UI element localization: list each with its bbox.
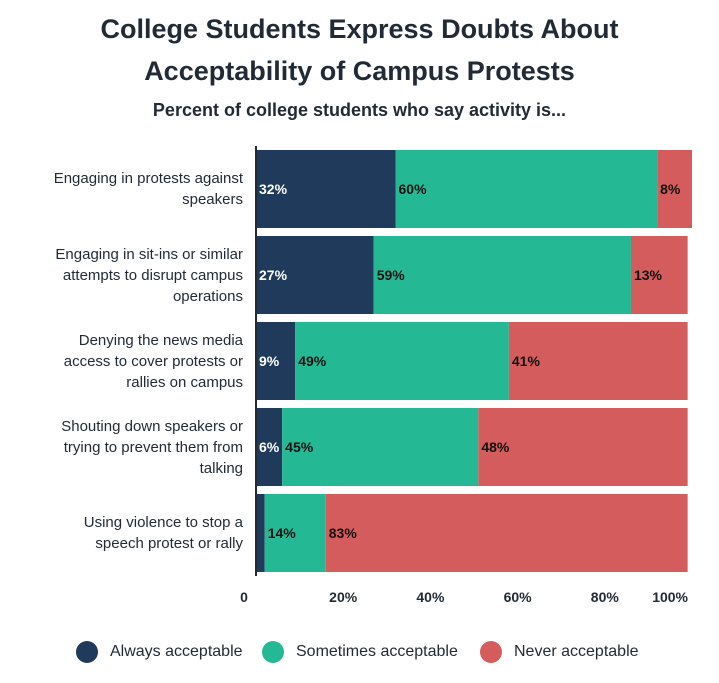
bar-always-1 (256, 236, 374, 314)
data-label-always-1: 27% (259, 267, 288, 283)
category-label-4: Using violence to stop a speech protest o… (3, 512, 243, 554)
category-label-line: speakers (182, 191, 243, 208)
category-label-line: trying to prevent them from (63, 438, 243, 456)
data-label-always-2: 9% (259, 353, 280, 369)
category-label-line: rallies on campus (126, 373, 243, 391)
chart-title: College Students Express Doubts About Ac… (0, 8, 719, 92)
x-tick-label-0: 0 (240, 589, 248, 605)
bar-never-3 (478, 408, 688, 486)
bar-always-2 (256, 322, 296, 400)
data-label-sometimes-4: 14% (268, 525, 297, 541)
legend-label-always: Always acceptable (110, 643, 243, 660)
bar-never-0 (657, 150, 692, 228)
category-label-2: Denying the news media access to cover pr… (3, 330, 243, 393)
bar-never-1 (630, 236, 688, 314)
bar-sometimes-3 (282, 408, 479, 486)
legend: Always acceptable Sometimes acceptable N… (0, 638, 719, 666)
data-label-sometimes-1: 59% (377, 267, 406, 283)
data-label-sometimes-2: 49% (298, 353, 327, 369)
legend-item-never: Never acceptable (480, 638, 639, 666)
chart-title-line-1: College Students Express Doubts About (100, 14, 619, 44)
category-label-line: access to cover protests or (63, 352, 243, 370)
legend-swatch-sometimes (262, 641, 284, 663)
bar-always-3 (256, 408, 283, 486)
bar-never-4 (325, 494, 688, 572)
bar-always-4 (256, 494, 265, 572)
data-label-never-2: 41% (512, 353, 541, 369)
bar-never-2 (508, 322, 688, 400)
bar-sometimes-4 (264, 494, 326, 572)
category-label-line: Shouting down speakers or (61, 417, 243, 435)
data-label-never-1: 13% (634, 267, 663, 283)
data-label-never-0: 8% (660, 181, 681, 197)
x-tick-label-1: 20% (329, 589, 358, 605)
x-tick-label-4: 80% (591, 589, 620, 605)
category-label-1: Engaging in sit-ins or similar attempts t… (3, 244, 243, 307)
chart-subtitle: Percent of college students who say acti… (152, 100, 567, 120)
category-label-line: talking (199, 459, 243, 477)
x-tick-label-5: 100% (652, 589, 688, 605)
data-label-never-3: 48% (481, 439, 510, 455)
category-label-line: operations (172, 287, 243, 305)
x-tick-label-2: 40% (416, 589, 445, 605)
data-label-never-4: 83% (329, 525, 358, 541)
category-label-line: Using violence to stop a (83, 514, 243, 531)
category-label-line: Denying the news media (78, 331, 243, 349)
legend-item-always: Always acceptable (76, 638, 243, 666)
data-label-sometimes-0: 60% (399, 181, 428, 197)
bar-always-0 (256, 150, 396, 228)
category-label-line: speech protest or rally (95, 535, 243, 552)
bar-sometimes-2 (295, 322, 509, 400)
category-label-line: attempts to disrupt campus (62, 266, 243, 284)
chart-title-line-2: Acceptability of Campus Protests (144, 56, 575, 86)
legend-swatch-never (480, 641, 502, 663)
category-label-line: Engaging in sit-ins or similar (55, 245, 243, 263)
data-label-sometimes-3: 45% (285, 439, 314, 455)
category-label-3: Shouting down speakers or trying to preve… (3, 416, 243, 479)
category-label-line: Engaging in protests against (53, 170, 243, 187)
bar-sometimes-0 (395, 150, 658, 228)
legend-item-sometimes: Sometimes acceptable (262, 638, 458, 666)
data-label-always-3: 6% (259, 439, 280, 455)
data-label-always-0: 32% (259, 181, 288, 197)
category-label-0: Engaging in protests against speakers (3, 168, 243, 210)
legend-swatch-always (76, 641, 98, 663)
legend-label-never: Never acceptable (514, 643, 639, 660)
legend-label-sometimes: Sometimes acceptable (296, 643, 458, 660)
x-tick-label-3: 60% (504, 589, 533, 605)
bar-sometimes-1 (373, 236, 631, 314)
